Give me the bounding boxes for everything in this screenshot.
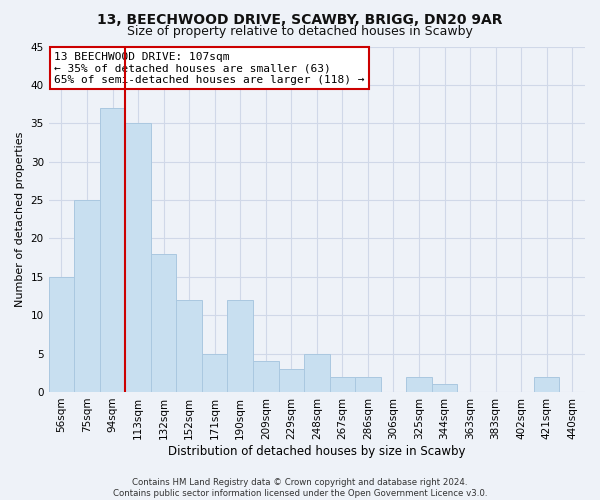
Bar	[49, 277, 74, 392]
Bar	[534, 376, 559, 392]
Bar	[278, 369, 304, 392]
Bar	[74, 200, 100, 392]
Text: Size of property relative to detached houses in Scawby: Size of property relative to detached ho…	[127, 25, 473, 38]
Text: 13 BEECHWOOD DRIVE: 107sqm
← 35% of detached houses are smaller (63)
65% of semi: 13 BEECHWOOD DRIVE: 107sqm ← 35% of deta…	[54, 52, 365, 85]
Bar	[125, 124, 151, 392]
Text: 13, BEECHWOOD DRIVE, SCAWBY, BRIGG, DN20 9AR: 13, BEECHWOOD DRIVE, SCAWBY, BRIGG, DN20…	[97, 12, 503, 26]
Bar	[432, 384, 457, 392]
Bar	[202, 354, 227, 392]
Bar	[151, 254, 176, 392]
Bar	[253, 362, 278, 392]
Bar	[406, 376, 432, 392]
Bar	[227, 300, 253, 392]
Bar	[100, 108, 125, 392]
Bar	[329, 376, 355, 392]
X-axis label: Distribution of detached houses by size in Scawby: Distribution of detached houses by size …	[168, 444, 466, 458]
Y-axis label: Number of detached properties: Number of detached properties	[15, 132, 25, 307]
Bar	[355, 376, 380, 392]
Bar	[304, 354, 329, 392]
Bar	[176, 300, 202, 392]
Text: Contains HM Land Registry data © Crown copyright and database right 2024.
Contai: Contains HM Land Registry data © Crown c…	[113, 478, 487, 498]
